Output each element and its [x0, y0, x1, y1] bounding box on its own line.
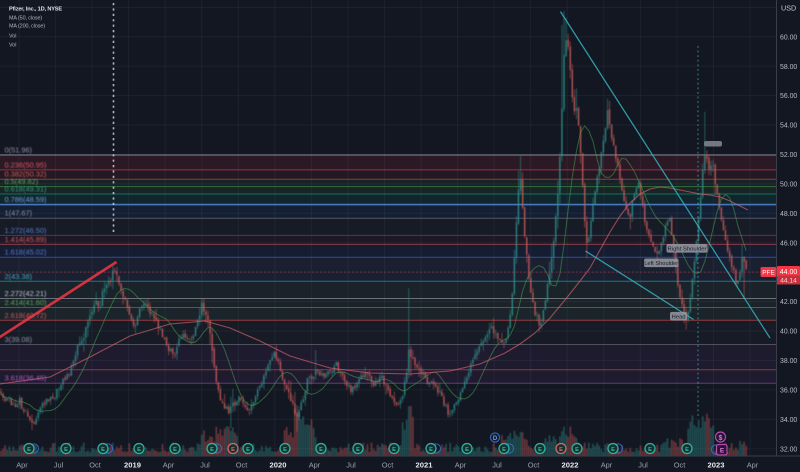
svg-text:E: E — [64, 447, 68, 453]
svg-text:0.786(48.59): 0.786(48.59) — [5, 195, 47, 204]
svg-text:E: E — [231, 447, 235, 453]
svg-text:Oct: Oct — [236, 461, 248, 470]
svg-text:1.414(45.89): 1.414(45.89) — [5, 235, 47, 244]
svg-text:1(47.67): 1(47.67) — [5, 209, 33, 218]
svg-text:USD: USD — [781, 4, 796, 13]
svg-text:E: E — [283, 447, 287, 453]
svg-text:Apr: Apr — [455, 461, 467, 470]
svg-text:2020: 2020 — [270, 461, 287, 470]
svg-text:46.00: 46.00 — [780, 240, 797, 247]
svg-text:Apr: Apr — [163, 461, 175, 470]
svg-text:Oct: Oct — [674, 461, 686, 470]
svg-text:Jul: Jul — [346, 461, 356, 470]
svg-text:Apr: Apr — [601, 461, 613, 470]
svg-text:Oct: Oct — [528, 461, 540, 470]
svg-text:E: E — [611, 447, 615, 453]
svg-text:Apr: Apr — [16, 461, 28, 470]
svg-text:0.618(49.31): 0.618(49.31) — [5, 185, 47, 194]
svg-text:D: D — [493, 436, 498, 442]
svg-text:E: E — [173, 447, 177, 453]
svg-text:E: E — [101, 447, 105, 453]
svg-text:3.618(36.45): 3.618(36.45) — [5, 374, 47, 383]
svg-text:0.382(50.32): 0.382(50.32) — [5, 170, 47, 179]
svg-text:E: E — [210, 447, 214, 453]
svg-text:E: E — [27, 447, 31, 453]
svg-text:Right Shoulder: Right Shoulder — [668, 247, 707, 253]
svg-text:Vol: Vol — [9, 43, 17, 49]
svg-text:36.00: 36.00 — [780, 387, 797, 394]
svg-text:2.414(41.60): 2.414(41.60) — [5, 298, 47, 307]
svg-text:Vol: Vol — [9, 34, 17, 40]
svg-text:2023: 2023 — [708, 461, 725, 470]
svg-text:Jul: Jul — [638, 461, 648, 470]
svg-text:Jul: Jul — [54, 461, 64, 470]
svg-text:54.00: 54.00 — [780, 123, 797, 130]
svg-text:60.00: 60.00 — [780, 34, 797, 41]
svg-text:Apr: Apr — [309, 461, 321, 470]
svg-text:34.00: 34.00 — [780, 417, 797, 424]
svg-text:E: E — [356, 447, 360, 453]
svg-text:Head: Head — [671, 315, 685, 321]
svg-text:PFE: PFE — [762, 269, 774, 276]
svg-text:0(51.96): 0(51.96) — [5, 146, 33, 155]
svg-text:0.5(49.82): 0.5(49.82) — [5, 177, 39, 186]
svg-text:44.14: 44.14 — [780, 278, 797, 285]
svg-text:MA (200, close): MA (200, close) — [9, 24, 45, 30]
svg-text:E: E — [648, 447, 652, 453]
svg-text:2019: 2019 — [124, 461, 141, 470]
svg-text:38.00: 38.00 — [780, 358, 797, 365]
svg-text:Apr: Apr — [747, 461, 759, 470]
svg-text:E: E — [319, 447, 323, 453]
svg-text:$: $ — [719, 435, 723, 442]
svg-text:E: E — [137, 447, 141, 453]
svg-text:Jul: Jul — [492, 461, 502, 470]
svg-text:32.00: 32.00 — [780, 446, 797, 453]
svg-text:2.618(40.72): 2.618(40.72) — [5, 311, 47, 320]
svg-text:52.00: 52.00 — [780, 152, 797, 159]
svg-text:2(43.38): 2(43.38) — [5, 272, 33, 281]
svg-text:E: E — [685, 447, 689, 453]
svg-text:40.00: 40.00 — [780, 329, 797, 336]
svg-text:50.00: 50.00 — [780, 182, 797, 189]
svg-text:2021: 2021 — [416, 461, 434, 470]
svg-text:3(39.08): 3(39.08) — [5, 335, 33, 344]
svg-text:48.00: 48.00 — [780, 211, 797, 218]
svg-text:44.00: 44.00 — [780, 269, 798, 276]
svg-text:E: E — [538, 447, 542, 453]
svg-text:E: E — [429, 447, 433, 453]
svg-text:2.272(42.21): 2.272(42.21) — [5, 289, 47, 298]
svg-text:1.618(45.02): 1.618(45.02) — [5, 248, 47, 257]
svg-text:E: E — [392, 447, 396, 453]
svg-text:MA (50, close): MA (50, close) — [9, 16, 42, 22]
svg-text:E: E — [575, 447, 579, 453]
svg-text:Oct: Oct — [89, 461, 101, 470]
svg-text:42.00: 42.00 — [780, 299, 797, 306]
svg-text:Left Shoulder: Left Shoulder — [644, 261, 678, 267]
svg-text:56.00: 56.00 — [780, 93, 797, 100]
svg-text:0.236(50.95): 0.236(50.95) — [5, 160, 47, 169]
svg-text:2022: 2022 — [562, 461, 579, 470]
svg-text:E: E — [502, 447, 506, 453]
svg-text:58.00: 58.00 — [780, 64, 797, 71]
svg-text:E: E — [559, 447, 563, 453]
svg-text:Jul: Jul — [200, 461, 210, 470]
svg-text:E: E — [465, 447, 469, 453]
svg-text:Pfizer, Inc., 1D, NYSE: Pfizer, Inc., 1D, NYSE — [9, 7, 62, 13]
svg-text:1.272(46.50): 1.272(46.50) — [5, 226, 47, 235]
svg-text:Oct: Oct — [382, 461, 394, 470]
svg-text:E: E — [246, 447, 250, 453]
svg-text:E: E — [720, 448, 725, 455]
